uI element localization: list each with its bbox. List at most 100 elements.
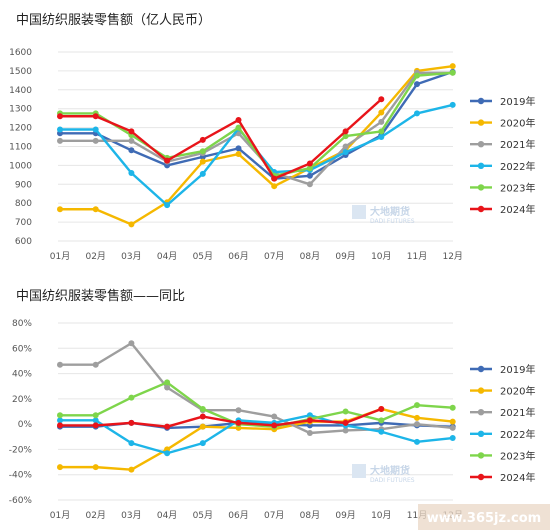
series-line-2024年 bbox=[60, 98, 383, 180]
legend-label: 2023年 bbox=[500, 449, 535, 462]
chart-title-yoy: 中国纺织服装零售额——同比 bbox=[16, 288, 185, 304]
series-line-2022年 bbox=[60, 414, 453, 455]
legend-marker bbox=[477, 141, 485, 148]
data-point bbox=[128, 169, 135, 176]
data-point bbox=[271, 175, 278, 182]
data-point bbox=[128, 340, 135, 347]
legend-label: 2021年 bbox=[500, 406, 535, 419]
data-point bbox=[378, 134, 385, 141]
data-point bbox=[449, 101, 456, 108]
data-point bbox=[235, 145, 242, 152]
legend-label: 2024年 bbox=[500, 203, 535, 216]
legend-label: 2022年 bbox=[500, 428, 535, 441]
legend-label: 2020年 bbox=[500, 385, 535, 398]
data-point bbox=[378, 109, 385, 116]
data-point bbox=[92, 113, 99, 120]
x-tick-label: 09月 bbox=[335, 510, 355, 521]
data-point bbox=[128, 394, 135, 401]
legend-label: 2021年 bbox=[500, 138, 535, 151]
series-line-2023年 bbox=[60, 381, 453, 428]
y-tick-label: -40% bbox=[9, 471, 33, 481]
series-line-2024年 bbox=[60, 407, 382, 428]
data-point bbox=[57, 417, 63, 424]
legend-marker bbox=[477, 162, 485, 169]
data-point bbox=[57, 412, 63, 419]
legend-label: 2024年 bbox=[500, 471, 535, 484]
legend-marker bbox=[477, 119, 485, 126]
data-point bbox=[271, 422, 278, 429]
y-tick-label: 1400 bbox=[9, 86, 32, 96]
data-point bbox=[306, 172, 313, 179]
legend-label: 2023年 bbox=[500, 181, 535, 194]
x-tick-label: 08月 bbox=[300, 251, 320, 262]
watermark-brand: 大地期货 bbox=[370, 464, 410, 477]
data-point bbox=[235, 151, 242, 158]
data-point bbox=[199, 136, 206, 143]
watermark-logo-icon bbox=[352, 205, 366, 219]
legend-marker bbox=[477, 409, 485, 416]
data-point bbox=[306, 181, 313, 188]
chart-title-retail-sales: 中国纺织服装零售额（亿人民币） bbox=[16, 12, 211, 28]
y-tick-label: -60% bbox=[9, 496, 33, 506]
data-point bbox=[128, 137, 135, 144]
x-tick-label: 02月 bbox=[85, 251, 105, 262]
x-tick-label: 09月 bbox=[335, 251, 355, 262]
series-yoy bbox=[57, 340, 456, 473]
data-point bbox=[92, 126, 99, 133]
data-point bbox=[306, 417, 313, 424]
legend-retail-sales: 2019年 2020年 2021年 2022年 2023年 2024年 bbox=[470, 95, 535, 216]
data-point bbox=[414, 72, 420, 79]
x-tick-label: 07月 bbox=[264, 510, 284, 521]
data-point bbox=[235, 124, 242, 131]
y-tick-label: 0% bbox=[18, 420, 33, 430]
legend-yoy: 2019年 2020年 2021年 2022年 2023年 2024年 bbox=[470, 363, 535, 484]
y-tick-label: 60% bbox=[12, 344, 32, 354]
data-point bbox=[164, 157, 171, 164]
x-tick-label: 06月 bbox=[228, 510, 248, 521]
y-tick-label: 1500 bbox=[9, 67, 32, 77]
data-point bbox=[57, 464, 63, 471]
y-axis-retail-sales: 600 700 800 900 1000 1100 1200 1300 1400 1500 1600 bbox=[9, 48, 32, 247]
data-point bbox=[57, 113, 63, 120]
data-point bbox=[199, 148, 206, 155]
data-point bbox=[414, 81, 420, 88]
data-point bbox=[164, 384, 171, 391]
data-point bbox=[164, 423, 171, 430]
data-point bbox=[306, 429, 313, 436]
data-point bbox=[342, 408, 349, 415]
x-tick-label: 08月 bbox=[300, 510, 320, 521]
panel-yoy: 中国纺织服装零售额——同比 -60% -40% -20% 0% 20% 40% 60% 80%… bbox=[9, 288, 536, 521]
watermark-logo-icon bbox=[352, 464, 366, 478]
legend-marker bbox=[477, 473, 485, 481]
data-point bbox=[414, 438, 420, 445]
y-tick-label: 1300 bbox=[9, 105, 32, 115]
legend-label: 2019年 bbox=[500, 363, 535, 376]
panel-retail-sales: 中国纺织服装零售额（亿人民币） 600 700 800 900 1000 1100 1200… bbox=[9, 12, 535, 262]
legend-marker bbox=[477, 452, 485, 459]
series-line-2021年 bbox=[60, 342, 453, 435]
data-point bbox=[92, 464, 99, 471]
data-point bbox=[128, 128, 135, 135]
data-point bbox=[57, 126, 63, 133]
data-point bbox=[271, 183, 278, 190]
data-point bbox=[414, 414, 420, 421]
data-point bbox=[414, 402, 420, 409]
x-tick-label: 11月 bbox=[407, 251, 427, 262]
data-point bbox=[199, 423, 206, 430]
x-tick-label: 01月 bbox=[50, 251, 70, 262]
data-point bbox=[92, 412, 99, 419]
watermark-retail-sales: 大地期货 DADI FUTURES bbox=[352, 205, 415, 225]
series-line-2020年 bbox=[60, 407, 453, 471]
data-point bbox=[57, 206, 63, 213]
data-point bbox=[449, 435, 456, 442]
watermark-brand: 大地期货 bbox=[370, 205, 410, 218]
data-point bbox=[449, 63, 456, 70]
legend-label: 2022年 bbox=[500, 160, 535, 173]
data-point bbox=[235, 419, 242, 426]
data-point bbox=[342, 133, 349, 140]
x-tick-label: 03月 bbox=[121, 510, 141, 521]
data-point bbox=[57, 422, 63, 429]
data-point bbox=[57, 137, 63, 144]
